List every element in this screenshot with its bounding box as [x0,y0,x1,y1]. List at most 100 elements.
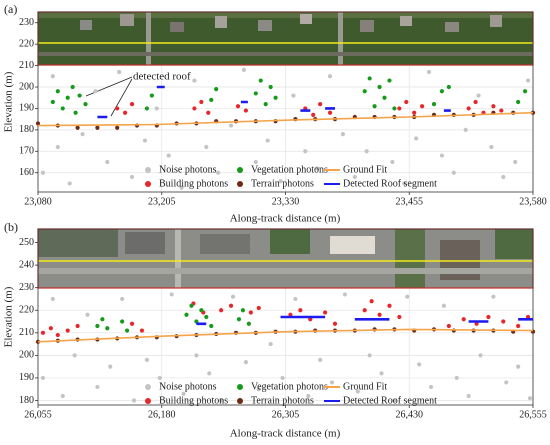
photon [75,323,80,329]
photon [95,125,100,130]
series-line [37,328,534,343]
x-tick-label: 23,080 [24,196,52,207]
photon [342,292,347,297]
photon [75,125,80,130]
photon [144,357,149,362]
photon [499,108,504,113]
photon [243,360,248,365]
photon [248,310,253,315]
photon [318,102,323,107]
photon [412,110,417,115]
photon [404,99,409,105]
photon [189,303,194,308]
photon [382,95,387,100]
y-tick-label: 210 [19,60,34,71]
aerial-image-b [37,228,534,289]
photon [466,393,471,399]
photon [364,149,369,154]
y-tick-label: 190 [19,103,34,114]
photon [306,393,311,399]
photon [504,380,509,385]
photon [77,93,82,98]
photon [352,174,357,180]
photon [387,303,392,308]
photon [115,106,120,111]
photon [405,294,410,299]
photon [298,308,303,313]
photon [35,339,41,344]
legend-label: Detected Roof segment [343,395,437,406]
photon [50,296,55,302]
photon [192,78,197,83]
legend-label: Building photons [159,178,228,189]
photon [463,127,468,132]
photon [235,104,241,109]
photon [40,330,46,335]
photon [362,89,367,94]
photon [70,84,75,90]
photon [414,136,419,141]
x-tick-label: 26,430 [396,409,424,420]
series-line [37,111,534,127]
photon [55,89,60,94]
annotation-arrow [85,76,133,97]
photon [209,323,214,329]
photon [142,138,148,143]
panel-label: (b) [4,220,18,234]
photon [194,353,199,358]
photon [246,321,251,326]
x-tick-label: 26,055 [24,409,52,420]
y-tick-label: 180 [19,124,34,135]
x-axis-label: Along-track distance (m) [230,213,341,225]
photon [315,166,320,171]
photon [129,321,135,326]
photon [379,371,384,376]
photon [278,179,283,184]
photon [240,308,246,313]
photon [268,341,273,347]
photon [117,69,122,75]
photon [241,67,247,72]
photon [129,102,135,107]
legend-label: Terrain photons [251,178,314,189]
photon [329,380,335,385]
photon [256,387,261,392]
photon [446,84,451,90]
photon [323,310,328,315]
photon [120,296,125,302]
photon [206,110,211,115]
photon [131,398,137,403]
x-tick-label: 26,180 [148,409,176,420]
photon [303,149,308,154]
legend-label: Terrain photons [251,395,314,406]
x-tick-label: 23,580 [519,196,547,207]
photon [318,357,323,362]
photon [340,132,346,137]
photon [219,308,224,313]
photon [108,364,113,369]
panel-label: (a) [4,2,17,16]
photon [439,153,445,158]
legend-swatch [237,167,243,173]
photon [55,332,60,338]
photon [169,292,174,297]
y-axis-label: Elevation (m) [3,71,15,132]
photon [256,305,261,311]
photon [516,364,521,369]
photon [105,326,110,331]
photon [199,99,204,105]
photon [65,95,70,100]
photon [67,181,72,186]
legend-swatch [237,181,243,187]
photon [230,294,236,299]
photon [417,362,422,367]
photon [100,317,105,322]
photon [214,87,219,92]
photon [123,110,128,115]
photon [204,314,209,320]
photon [420,104,425,109]
legend-label: Vegetation photons [251,164,328,175]
photon [516,99,521,105]
photon [522,89,528,94]
y-tick-label: 240 [19,259,34,270]
